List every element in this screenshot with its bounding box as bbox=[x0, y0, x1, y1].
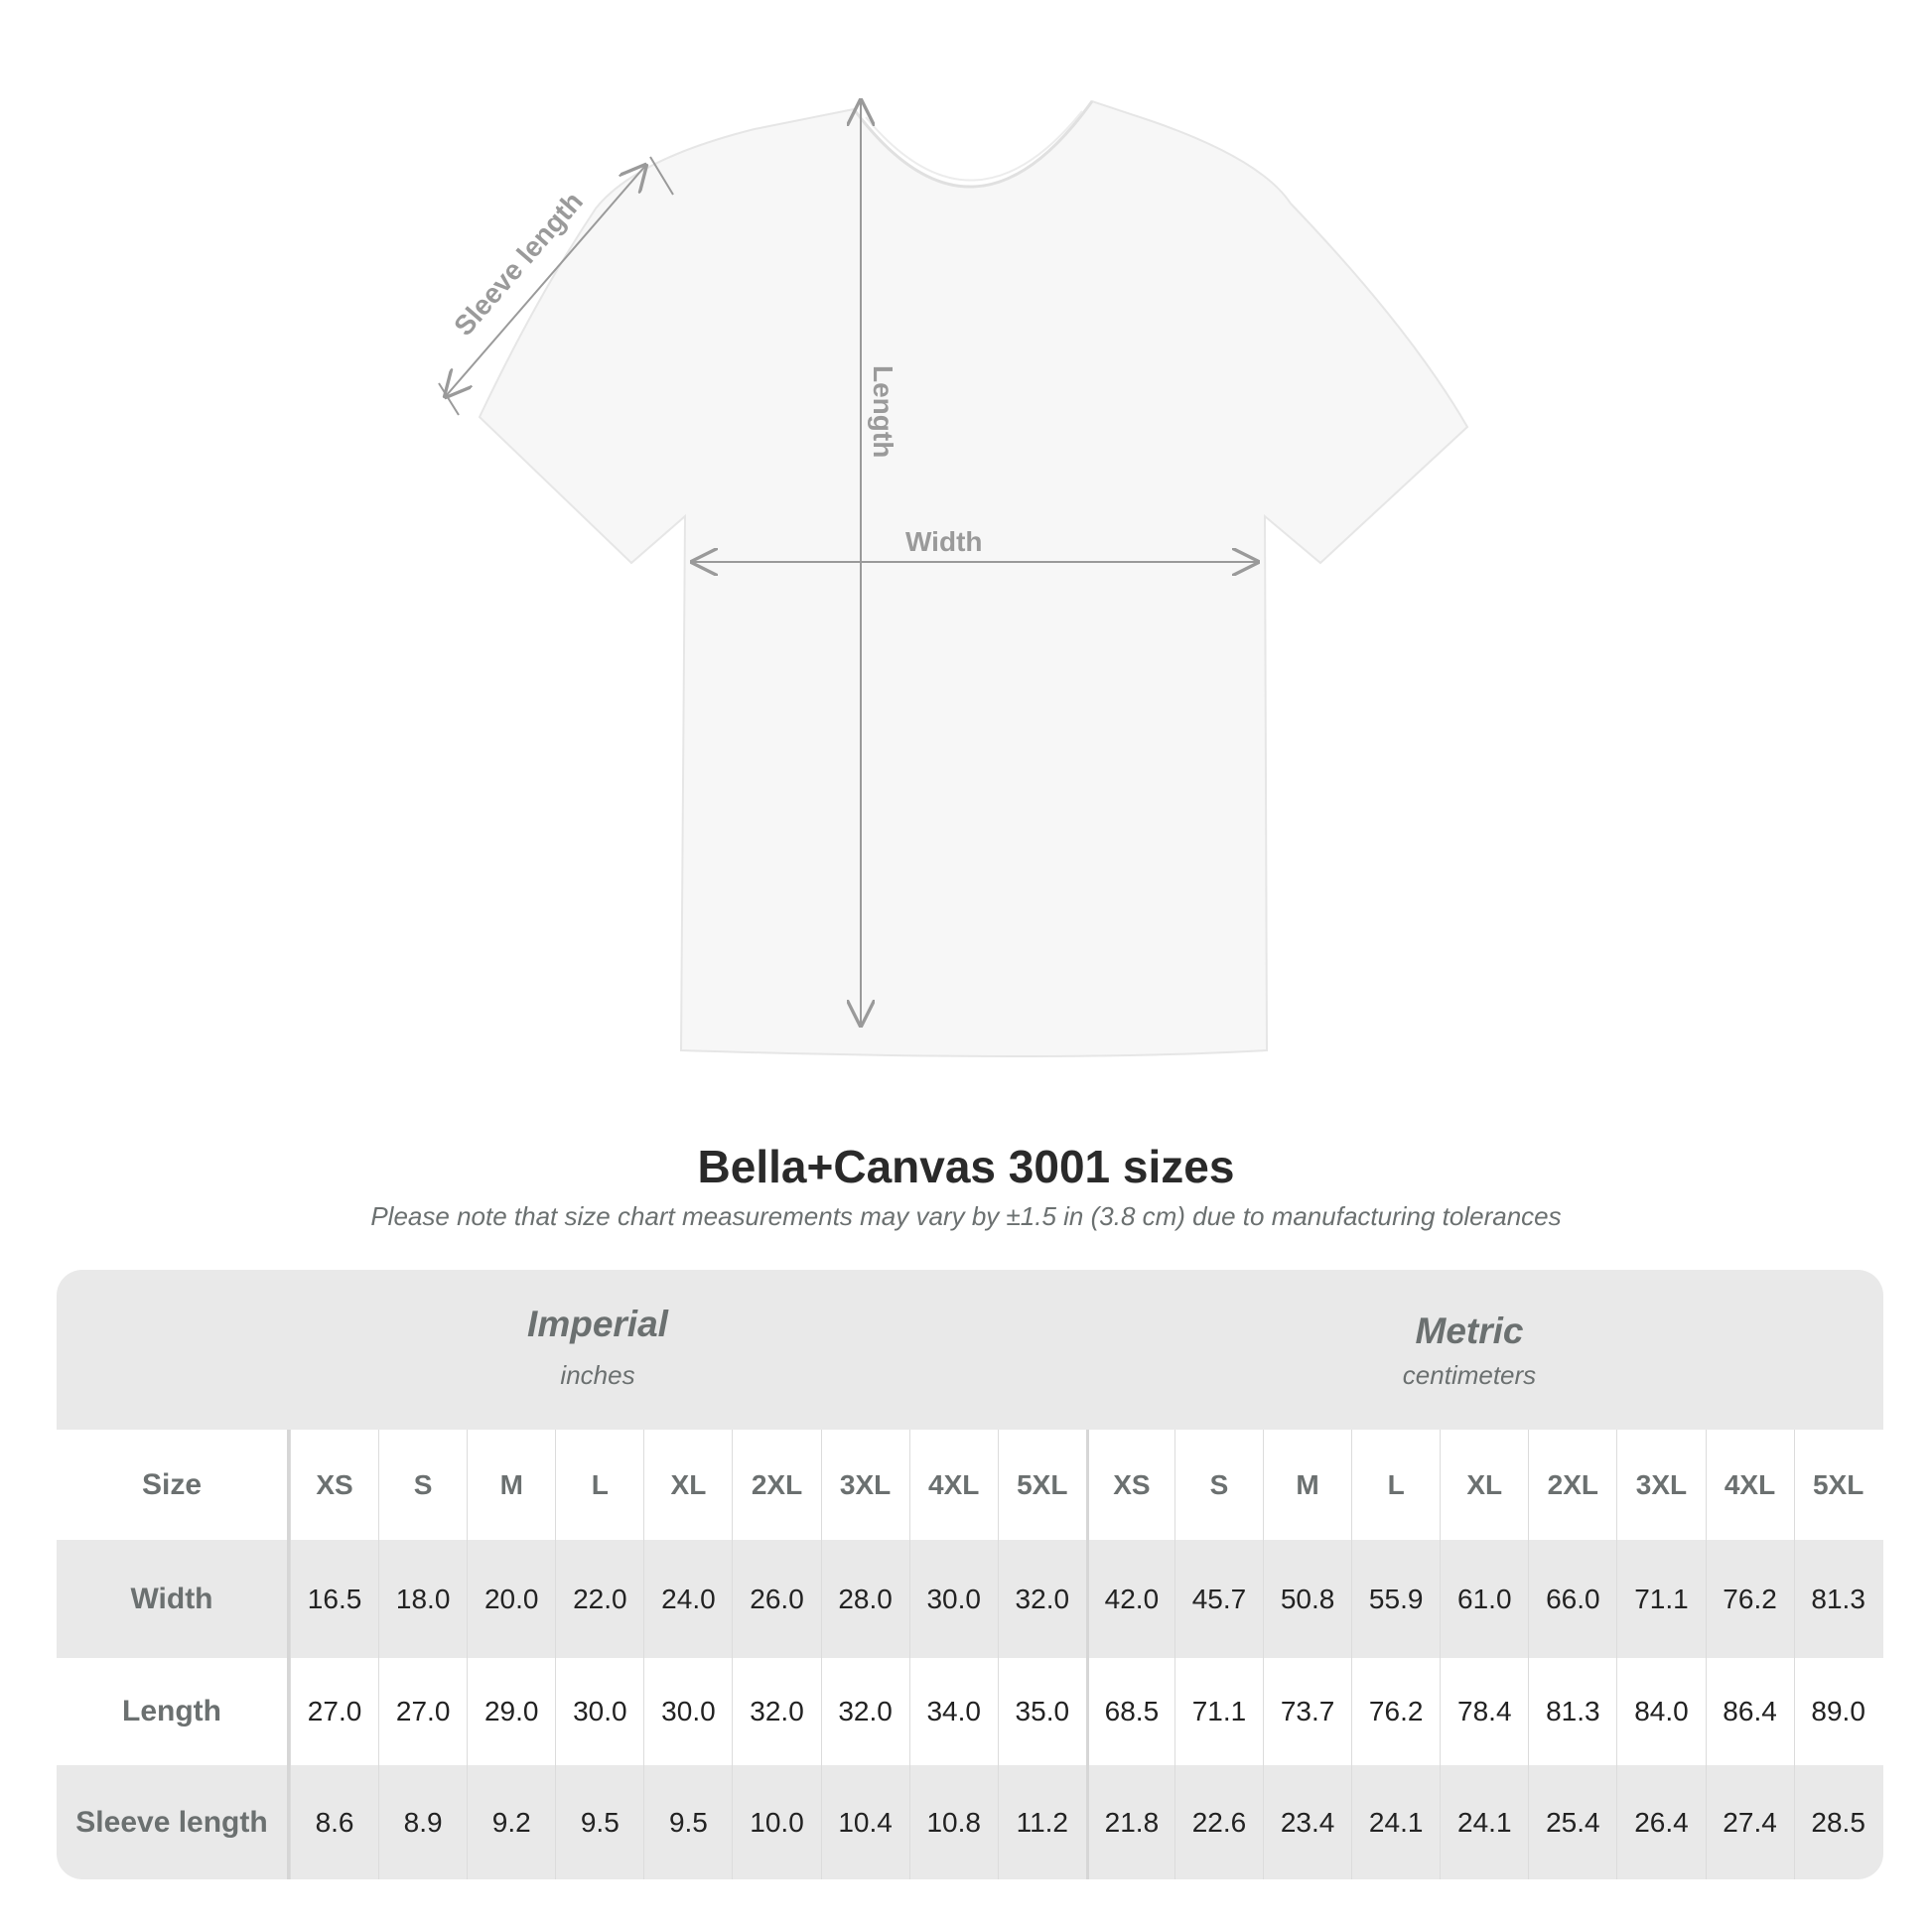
imperial-size-header: S bbox=[378, 1430, 467, 1540]
imperial-size-header: 5XL bbox=[997, 1430, 1086, 1540]
metric-value-cell: 81.3 bbox=[1528, 1658, 1616, 1765]
size-header-row: Size XS S M L XL 2XL 3XL 4XL 5XL XS S M L XL 2XL 3XL 4XL 5… bbox=[57, 1430, 1883, 1540]
metric-size-header: 2XL bbox=[1528, 1430, 1616, 1540]
metric-value-cell: 71.1 bbox=[1616, 1540, 1705, 1658]
imperial-size-header: XS bbox=[290, 1430, 378, 1540]
imperial-value-cell: 29.0 bbox=[467, 1658, 555, 1765]
metric-value-cell: 22.6 bbox=[1173, 1765, 1263, 1879]
imperial-size-header: XL bbox=[643, 1430, 732, 1540]
imperial-size-header: 2XL bbox=[732, 1430, 820, 1540]
row-label: Sleeve length bbox=[57, 1765, 290, 1879]
metric-value-cell: 71.1 bbox=[1173, 1658, 1263, 1765]
tshirt-measurement-diagram: Sleeve length Length Width bbox=[438, 0, 1469, 1057]
metric-size-header: L bbox=[1351, 1430, 1440, 1540]
metric-size-header: XS bbox=[1085, 1430, 1174, 1540]
imperial-value-cell: 35.0 bbox=[997, 1658, 1086, 1765]
metric-value-cell: 89.0 bbox=[1793, 1658, 1882, 1765]
length-label: Length bbox=[868, 365, 898, 458]
metric-value-cell: 78.4 bbox=[1440, 1658, 1528, 1765]
imperial-value-cell: 10.4 bbox=[820, 1765, 909, 1879]
metric-value-cell: 76.2 bbox=[1705, 1540, 1794, 1658]
metric-value-cell: 84.0 bbox=[1616, 1658, 1705, 1765]
imperial-value-cell: 30.0 bbox=[643, 1658, 732, 1765]
imperial-size-header: 4XL bbox=[908, 1430, 998, 1540]
imperial-value-cell: 9.5 bbox=[555, 1765, 643, 1879]
imperial-value-cell: 18.0 bbox=[378, 1540, 467, 1658]
imperial-heading: Imperial bbox=[527, 1304, 668, 1344]
metric-heading: Metric bbox=[1415, 1311, 1524, 1351]
metric-value-cell: 21.8 bbox=[1085, 1765, 1174, 1879]
metric-size-header: 3XL bbox=[1616, 1430, 1705, 1540]
imperial-value-cell: 30.0 bbox=[908, 1540, 998, 1658]
size-table: Imperial inches Metric centimeters Size X… bbox=[57, 1270, 1883, 1879]
row-label: Width bbox=[57, 1540, 290, 1658]
imperial-value-cell: 32.0 bbox=[997, 1540, 1086, 1658]
imperial-value-cell: 32.0 bbox=[732, 1658, 820, 1765]
imperial-value-cell: 22.0 bbox=[555, 1540, 643, 1658]
metric-value-cell: 61.0 bbox=[1440, 1540, 1528, 1658]
tolerance-note: Please note that size chart measurements… bbox=[370, 1201, 1562, 1231]
metric-value-cell: 50.8 bbox=[1263, 1540, 1351, 1658]
imperial-value-cell: 9.2 bbox=[467, 1765, 555, 1879]
sleeve-arrow bbox=[446, 166, 645, 396]
table-row: Width 16.5 18.0 20.0 22.0 24.0 26.0 28.0 30.0 32.… bbox=[57, 1540, 1883, 1658]
imperial-value-cell: 24.0 bbox=[643, 1540, 732, 1658]
imperial-value-cell: 8.6 bbox=[290, 1765, 378, 1879]
metric-value-cell: 86.4 bbox=[1705, 1658, 1794, 1765]
metric-size-header: 5XL bbox=[1793, 1430, 1882, 1540]
table-row: Sleeve length 8.6 8.9 9.2 9.5 9.5 10.0 10.4 10.8… bbox=[57, 1765, 1883, 1879]
imperial-size-header: M bbox=[467, 1430, 555, 1540]
metric-value-cell: 24.1 bbox=[1351, 1765, 1440, 1879]
width-label: Width bbox=[905, 526, 983, 557]
chart-title: Bella+Canvas 3001 sizes bbox=[697, 1141, 1235, 1192]
metric-value-cell: 76.2 bbox=[1351, 1658, 1440, 1765]
metric-size-header: M bbox=[1263, 1430, 1351, 1540]
imperial-value-cell: 27.0 bbox=[290, 1658, 378, 1765]
size-row-label: Size bbox=[57, 1430, 290, 1540]
metric-value-cell: 81.3 bbox=[1793, 1540, 1882, 1658]
imperial-unit: inches bbox=[560, 1360, 635, 1390]
metric-value-cell: 55.9 bbox=[1351, 1540, 1440, 1658]
metric-unit: centimeters bbox=[1402, 1360, 1537, 1390]
row-label: Length bbox=[57, 1658, 290, 1765]
metric-value-cell: 68.5 bbox=[1085, 1658, 1174, 1765]
imperial-value-cell: 11.2 bbox=[997, 1765, 1086, 1879]
imperial-value-cell: 8.9 bbox=[378, 1765, 467, 1879]
metric-size-header: 4XL bbox=[1705, 1430, 1794, 1540]
metric-value-cell: 27.4 bbox=[1705, 1765, 1794, 1879]
metric-value-cell: 45.7 bbox=[1173, 1540, 1263, 1658]
imperial-value-cell: 26.0 bbox=[732, 1540, 820, 1658]
imperial-value-cell: 20.0 bbox=[467, 1540, 555, 1658]
tshirt-image bbox=[478, 99, 1469, 1057]
metric-value-cell: 66.0 bbox=[1528, 1540, 1616, 1658]
metric-value-cell: 28.5 bbox=[1793, 1765, 1882, 1879]
imperial-size-header: 3XL bbox=[820, 1430, 909, 1540]
metric-size-header: XL bbox=[1440, 1430, 1528, 1540]
imperial-value-cell: 16.5 bbox=[290, 1540, 378, 1658]
imperial-value-cell: 27.0 bbox=[378, 1658, 467, 1765]
metric-size-header: S bbox=[1173, 1430, 1263, 1540]
metric-value-cell: 25.4 bbox=[1528, 1765, 1616, 1879]
imperial-value-cell: 28.0 bbox=[820, 1540, 909, 1658]
imperial-value-cell: 10.8 bbox=[908, 1765, 998, 1879]
imperial-value-cell: 10.0 bbox=[732, 1765, 820, 1879]
metric-value-cell: 73.7 bbox=[1263, 1658, 1351, 1765]
imperial-value-cell: 34.0 bbox=[908, 1658, 998, 1765]
metric-value-cell: 24.1 bbox=[1440, 1765, 1528, 1879]
imperial-size-header: L bbox=[555, 1430, 643, 1540]
imperial-value-cell: 9.5 bbox=[643, 1765, 732, 1879]
metric-value-cell: 26.4 bbox=[1616, 1765, 1705, 1879]
imperial-value-cell: 30.0 bbox=[555, 1658, 643, 1765]
imperial-value-cell: 32.0 bbox=[820, 1658, 909, 1765]
table-row: Length 27.0 27.0 29.0 30.0 30.0 32.0 32.0 34.0 35… bbox=[57, 1658, 1883, 1765]
metric-value-cell: 23.4 bbox=[1263, 1765, 1351, 1879]
metric-value-cell: 42.0 bbox=[1085, 1540, 1174, 1658]
